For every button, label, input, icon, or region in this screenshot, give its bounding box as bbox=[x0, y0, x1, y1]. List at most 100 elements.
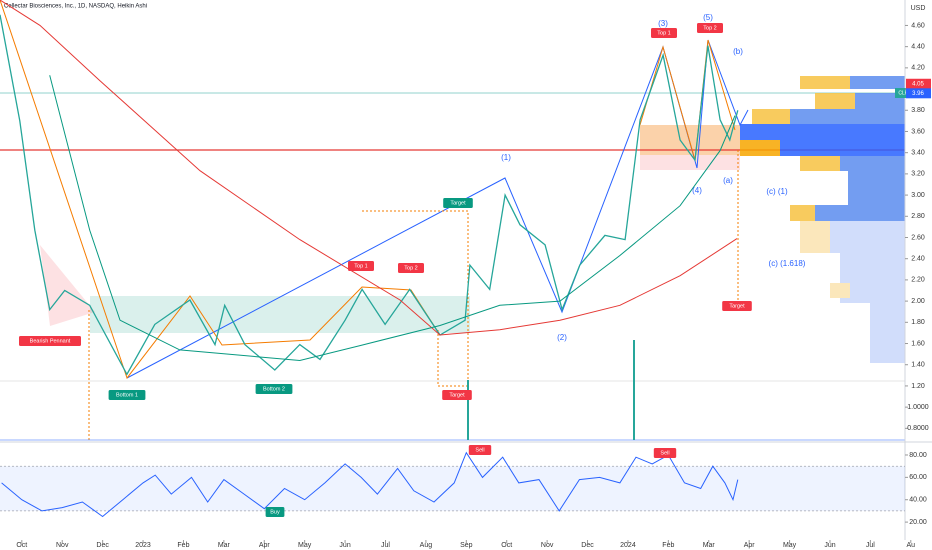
annotation: Target bbox=[729, 303, 745, 309]
annotation: Bottom 1 bbox=[116, 392, 138, 398]
x-tick-label: Nov bbox=[541, 542, 554, 549]
annotation: (c) (1.618) bbox=[769, 259, 806, 268]
x-tick-label: Mar bbox=[218, 542, 231, 549]
annotation: Sell bbox=[660, 450, 669, 456]
y-tick-label: 1.0000 bbox=[907, 404, 929, 411]
price-tag-label: 4.05 bbox=[912, 81, 924, 87]
annotation: (3) bbox=[658, 19, 668, 28]
annotation: (2) bbox=[557, 333, 567, 342]
y-tick-label: 2.80 bbox=[911, 213, 925, 220]
y-tick-label: 3.00 bbox=[911, 192, 925, 199]
x-tick-label: May bbox=[298, 542, 312, 549]
chart-title: Cellectar Biosciences, Inc., 1D, NASDAQ,… bbox=[4, 4, 147, 10]
y-tick-label: 3.80 bbox=[911, 107, 925, 114]
x-tick-label: Sep bbox=[460, 542, 473, 549]
annotation-box bbox=[722, 301, 752, 311]
annotation: (4) bbox=[692, 186, 702, 195]
y-tick-label: 80.00 bbox=[909, 452, 927, 459]
y-tick-label: 3.20 bbox=[911, 171, 925, 178]
y-tick-label: 4.60 bbox=[911, 22, 925, 29]
y-tick-label: 40.00 bbox=[909, 497, 927, 504]
x-tick-label: Feb bbox=[662, 542, 674, 549]
annotation: (1) bbox=[501, 153, 511, 162]
y-tick-label: 2.20 bbox=[911, 277, 925, 284]
target-measure bbox=[437, 330, 468, 387]
annotation: (a) bbox=[723, 176, 733, 185]
annotation: Bottom 2 bbox=[263, 386, 285, 392]
pattern-lines bbox=[0, 0, 441, 380]
annotation-box bbox=[255, 384, 293, 394]
volume-profile bbox=[740, 76, 905, 363]
x-tick-label: Oct bbox=[501, 542, 512, 549]
x-tick-label: Dec bbox=[581, 542, 594, 549]
annotation: Buy bbox=[270, 509, 280, 515]
price-tag bbox=[906, 88, 931, 99]
annotation-box bbox=[108, 390, 146, 400]
x-tick-label: Apr bbox=[259, 542, 271, 549]
y-tick-label: 2.40 bbox=[911, 256, 925, 263]
y-tick-label: 1.60 bbox=[911, 340, 925, 347]
annotation-box bbox=[651, 28, 677, 38]
currency: USD bbox=[911, 5, 926, 12]
annotation: (5) bbox=[703, 13, 713, 22]
y-tick-label: 0.8000 bbox=[907, 425, 929, 432]
x-tick-label: Jun bbox=[824, 542, 835, 549]
annotation-box bbox=[697, 23, 723, 33]
x-tick-label: Jun bbox=[339, 542, 350, 549]
annotation: Top 2 bbox=[703, 25, 716, 31]
y-tick-label: 1.40 bbox=[911, 362, 925, 369]
annotation-box bbox=[19, 336, 81, 346]
annotation: (b) bbox=[733, 47, 743, 56]
annotation: Target bbox=[449, 392, 465, 398]
x-tick-label: Oct bbox=[16, 542, 27, 549]
volume-spike bbox=[633, 340, 635, 440]
y-tick-label: 1.20 bbox=[911, 383, 925, 390]
annotation-box bbox=[348, 261, 374, 271]
y-tick-label: 20.00 bbox=[909, 519, 927, 526]
x-tick-label: Jul bbox=[381, 542, 390, 549]
y-tick-label: 2.00 bbox=[911, 298, 925, 305]
y-tick-label: 2.60 bbox=[911, 234, 925, 241]
y-tick-label: 3.60 bbox=[911, 128, 925, 135]
x-tick-label: Aug bbox=[420, 542, 433, 549]
symbol-tag bbox=[895, 88, 915, 98]
y-tick-label: 4.20 bbox=[911, 65, 925, 72]
target-zone bbox=[90, 296, 470, 333]
x-tick-label: 2024 bbox=[620, 542, 636, 549]
range-zone bbox=[640, 125, 740, 170]
annotation-box bbox=[265, 507, 285, 517]
x-tick-label: 2023 bbox=[135, 542, 151, 549]
target-measure bbox=[362, 210, 469, 440]
x-tick-label: Nov bbox=[56, 542, 69, 549]
annotation: Top 2 bbox=[404, 265, 417, 271]
x-tick-label: Dec bbox=[96, 542, 109, 549]
x-tick-label: May bbox=[783, 542, 797, 549]
annotation-box bbox=[443, 198, 473, 208]
annotation: Bearish Pennant bbox=[30, 338, 71, 344]
series-line bbox=[1, 451, 739, 518]
annotation: (c) (1) bbox=[766, 187, 788, 196]
volume-spike bbox=[467, 380, 469, 440]
price-tag-label: 3.96 bbox=[912, 91, 924, 97]
y-tick-label: 60.00 bbox=[909, 474, 927, 481]
pennant bbox=[40, 245, 95, 326]
annotation: Top 1 bbox=[354, 263, 367, 269]
x-tick-label: Mar bbox=[703, 542, 716, 549]
y-tick-label: 1.80 bbox=[911, 319, 925, 326]
price-tag bbox=[906, 78, 931, 89]
annotation: Top 1 bbox=[657, 30, 670, 36]
x-tick-label: Feb bbox=[177, 542, 189, 549]
x-tick-label: Au bbox=[907, 542, 916, 549]
series-line bbox=[0, 0, 738, 336]
annotation-box bbox=[468, 445, 492, 455]
y-tick-label: 3.40 bbox=[911, 150, 925, 157]
annotation-box bbox=[398, 263, 424, 273]
annotation: Target bbox=[450, 200, 466, 206]
rsi-band bbox=[0, 466, 905, 511]
annotation-box bbox=[442, 390, 472, 400]
series-line bbox=[0, 14, 739, 376]
x-tick-label: Apr bbox=[744, 542, 756, 549]
symbol: CLRB bbox=[898, 90, 912, 96]
